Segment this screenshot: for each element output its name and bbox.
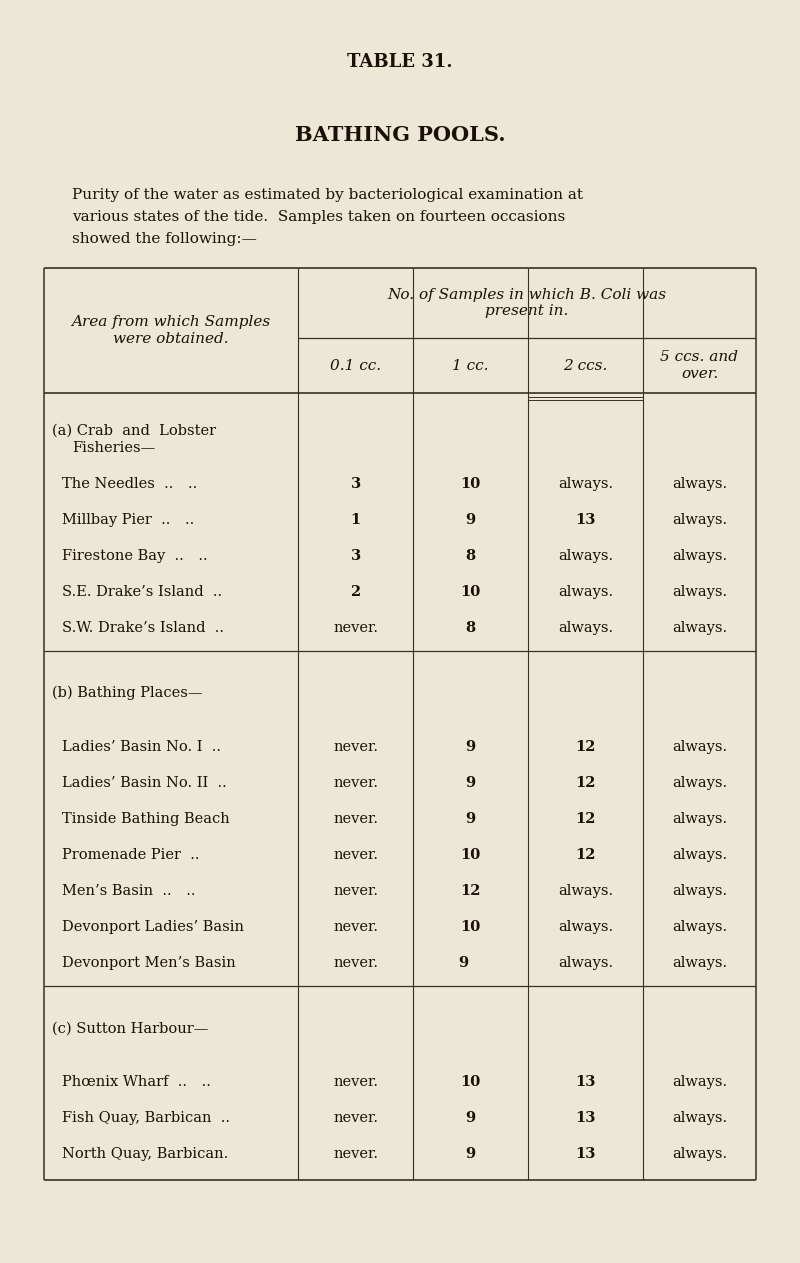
Text: Men’s Basin  .. ..: Men’s Basin .. .. [62,884,195,898]
Text: always.: always. [672,812,727,826]
Text: 5 ccs. and
over.: 5 ccs. and over. [661,350,738,380]
Text: The Needles  .. ..: The Needles .. .. [62,477,198,491]
Text: 9: 9 [466,740,475,754]
Text: always.: always. [672,621,727,635]
Text: North Quay, Barbican.: North Quay, Barbican. [62,1147,228,1161]
Text: Devonport Ladies’ Basin: Devonport Ladies’ Basin [62,919,244,935]
Text: never.: never. [333,1111,378,1125]
Text: 13: 13 [575,513,596,527]
Text: 10: 10 [460,585,481,599]
Text: S.W. Drake’s Island  ..: S.W. Drake’s Island .. [62,621,224,635]
Text: BATHING POOLS.: BATHING POOLS. [294,125,506,145]
Text: always.: always. [672,477,727,491]
Text: Area from which Samples
were obtained.: Area from which Samples were obtained. [71,316,270,346]
Text: never.: never. [333,621,378,635]
Text: 0.1 cc.: 0.1 cc. [330,359,381,373]
Text: Purity of the water as estimated by bacteriological examination at: Purity of the water as estimated by bact… [72,188,583,202]
Text: 2: 2 [350,585,361,599]
Text: 3: 3 [350,549,361,563]
Text: never.: never. [333,884,378,898]
Text: S.E. Drake’s Island  ..: S.E. Drake’s Island .. [62,585,222,599]
Text: always.: always. [672,1111,727,1125]
Text: 10: 10 [460,477,481,491]
Text: 8: 8 [466,621,475,635]
Text: never.: never. [333,740,378,754]
Text: always.: always. [672,847,727,863]
Text: 9: 9 [466,812,475,826]
Text: (c) Sutton Harbour—: (c) Sutton Harbour— [52,1022,208,1036]
Text: always.: always. [672,549,727,563]
Text: 9: 9 [466,1147,475,1161]
Text: always.: always. [558,884,613,898]
Text: 10: 10 [460,919,481,935]
Text: various states of the tide.  Samples taken on fourteen occasions: various states of the tide. Samples take… [72,210,566,224]
Text: always.: always. [558,549,613,563]
Text: 13: 13 [575,1075,596,1089]
Text: never.: never. [333,956,378,970]
Text: Ladies’ Basin No. I  ..: Ladies’ Basin No. I .. [62,740,221,754]
Text: always.: always. [672,1075,727,1089]
Text: always.: always. [672,775,727,789]
Text: (a) Crab  and  Lobster: (a) Crab and Lobster [52,423,216,437]
Text: 2 ccs.: 2 ccs. [563,359,608,373]
Text: Ladies’ Basin No. II  ..: Ladies’ Basin No. II .. [62,775,226,789]
Text: Fish Quay, Barbican  ..: Fish Quay, Barbican .. [62,1111,230,1125]
Text: 9: 9 [466,1111,475,1125]
Text: 13: 13 [575,1111,596,1125]
Text: 9: 9 [466,513,475,527]
Text: always.: always. [672,585,727,599]
Text: always.: always. [672,1147,727,1161]
Text: always.: always. [672,740,727,754]
Text: 3: 3 [350,477,361,491]
Text: never.: never. [333,1075,378,1089]
Text: 1 cc.: 1 cc. [452,359,489,373]
Text: (b) Bathing Places—: (b) Bathing Places— [52,686,202,701]
Text: 1: 1 [350,513,361,527]
Text: always.: always. [558,477,613,491]
Text: Devonport Men’s Basin: Devonport Men’s Basin [62,956,236,970]
Text: 12: 12 [575,775,596,789]
Text: always.: always. [672,919,727,935]
Text: showed the following:—: showed the following:— [72,232,257,246]
Text: always.: always. [558,585,613,599]
Text: Tinside Bathing Beach: Tinside Bathing Beach [62,812,230,826]
Text: always.: always. [558,621,613,635]
Text: always.: always. [672,513,727,527]
Text: Fisheries—: Fisheries— [72,441,155,455]
Text: Promenade Pier  ..: Promenade Pier .. [62,847,199,863]
Text: 9: 9 [459,956,482,970]
Text: 8: 8 [466,549,475,563]
Text: Firestone Bay  .. ..: Firestone Bay .. .. [62,549,208,563]
Text: 12: 12 [575,847,596,863]
Text: 10: 10 [460,847,481,863]
Text: TABLE 31.: TABLE 31. [347,53,453,71]
Text: never.: never. [333,919,378,935]
Text: never.: never. [333,1147,378,1161]
Text: 12: 12 [575,812,596,826]
Text: Phœnix Wharf  .. ..: Phœnix Wharf .. .. [62,1075,211,1089]
Text: No. of Samples in which B. Coli was
present in.: No. of Samples in which B. Coli was pres… [387,288,666,318]
Text: 13: 13 [575,1147,596,1161]
Text: never.: never. [333,775,378,789]
Text: always.: always. [558,956,613,970]
Text: 12: 12 [575,740,596,754]
Text: 12: 12 [460,884,481,898]
Text: never.: never. [333,812,378,826]
Text: 9: 9 [466,775,475,789]
Text: always.: always. [672,956,727,970]
Text: always.: always. [672,884,727,898]
Text: never.: never. [333,847,378,863]
Text: 10: 10 [460,1075,481,1089]
Text: always.: always. [558,919,613,935]
Text: Millbay Pier  .. ..: Millbay Pier .. .. [62,513,194,527]
